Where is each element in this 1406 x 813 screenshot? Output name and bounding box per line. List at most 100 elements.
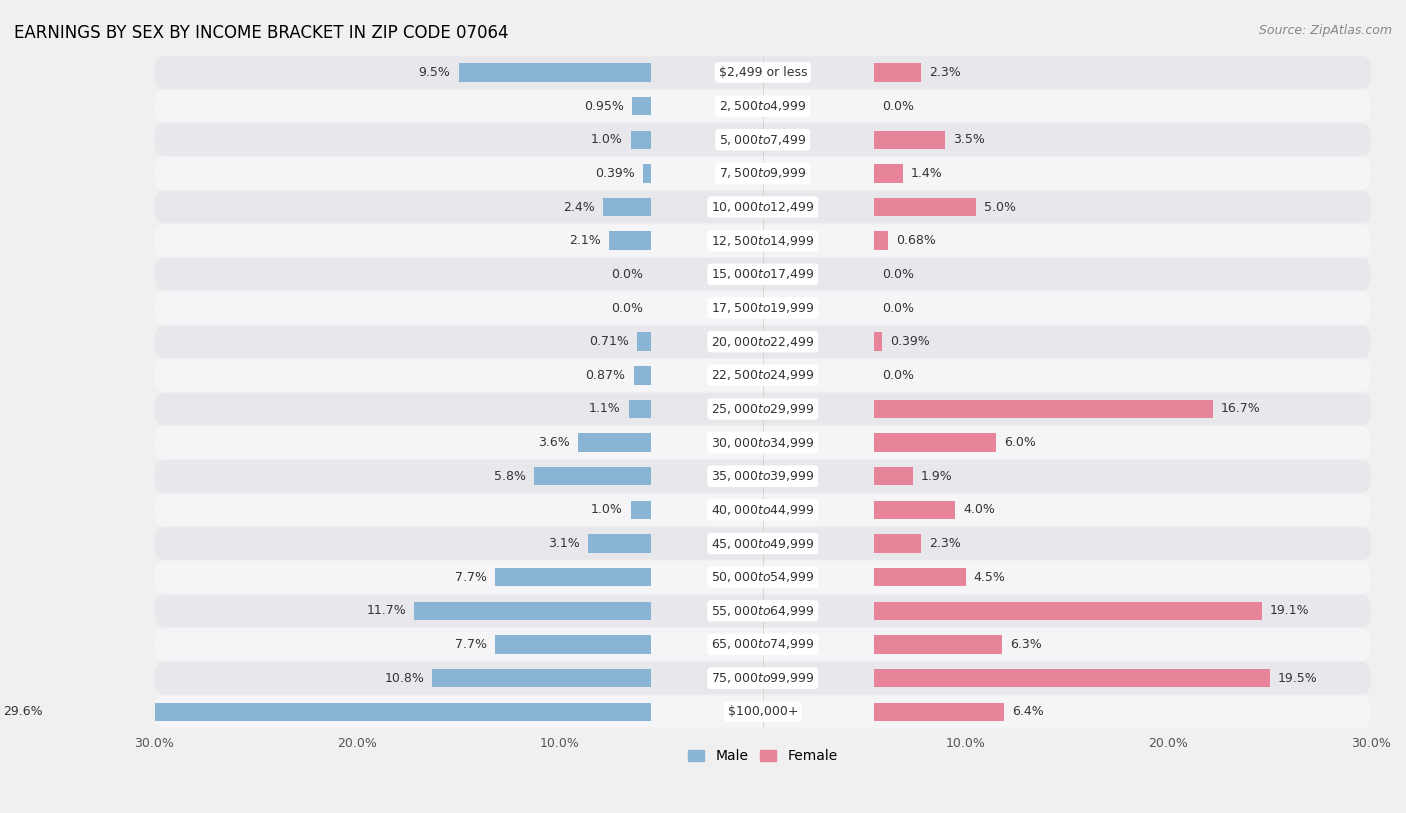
Text: 0.0%: 0.0% — [612, 267, 643, 280]
Text: 2.4%: 2.4% — [562, 201, 595, 214]
Bar — [875, 602, 1261, 620]
Bar — [603, 198, 651, 216]
Text: 4.0%: 4.0% — [963, 503, 995, 516]
Bar — [413, 602, 651, 620]
Text: $7,500 to $9,999: $7,500 to $9,999 — [718, 167, 807, 180]
Text: $35,000 to $39,999: $35,000 to $39,999 — [711, 469, 814, 483]
Bar — [875, 131, 945, 149]
FancyBboxPatch shape — [155, 124, 1371, 156]
FancyBboxPatch shape — [155, 292, 1371, 324]
Text: 0.0%: 0.0% — [883, 369, 914, 382]
FancyBboxPatch shape — [155, 696, 1371, 728]
Text: 0.39%: 0.39% — [596, 167, 636, 180]
Text: 0.0%: 0.0% — [883, 100, 914, 113]
Bar — [495, 635, 651, 654]
FancyBboxPatch shape — [155, 393, 1371, 425]
Text: 29.6%: 29.6% — [3, 706, 44, 718]
Text: 0.39%: 0.39% — [890, 335, 931, 348]
Text: 5.8%: 5.8% — [494, 470, 526, 483]
Bar — [609, 232, 651, 250]
Bar — [875, 232, 889, 250]
Text: $75,000 to $99,999: $75,000 to $99,999 — [711, 672, 814, 685]
Legend: Male, Female: Male, Female — [682, 744, 844, 769]
Bar — [637, 333, 651, 351]
FancyBboxPatch shape — [155, 259, 1371, 290]
Text: 0.87%: 0.87% — [585, 369, 626, 382]
Text: 1.9%: 1.9% — [921, 470, 953, 483]
Text: $17,500 to $19,999: $17,500 to $19,999 — [711, 301, 814, 315]
Bar — [875, 467, 912, 485]
FancyBboxPatch shape — [155, 224, 1371, 257]
Bar — [875, 433, 995, 452]
FancyBboxPatch shape — [155, 493, 1371, 526]
Text: 0.0%: 0.0% — [883, 267, 914, 280]
Text: 4.5%: 4.5% — [974, 571, 1005, 584]
Text: 2.3%: 2.3% — [929, 537, 960, 550]
Bar — [875, 164, 903, 183]
FancyBboxPatch shape — [155, 460, 1371, 493]
Text: 2.1%: 2.1% — [569, 234, 600, 247]
Bar — [633, 97, 651, 115]
Text: 5.0%: 5.0% — [984, 201, 1015, 214]
Text: 0.95%: 0.95% — [583, 100, 624, 113]
Text: 0.0%: 0.0% — [612, 302, 643, 315]
Text: $45,000 to $49,999: $45,000 to $49,999 — [711, 537, 814, 550]
Text: 1.4%: 1.4% — [911, 167, 942, 180]
FancyBboxPatch shape — [155, 662, 1371, 694]
Bar — [875, 534, 921, 553]
FancyBboxPatch shape — [155, 90, 1371, 122]
Bar — [644, 164, 651, 183]
Text: $55,000 to $64,999: $55,000 to $64,999 — [711, 604, 814, 618]
Bar — [628, 400, 651, 418]
Bar — [589, 534, 651, 553]
Text: $5,000 to $7,499: $5,000 to $7,499 — [718, 133, 807, 147]
Text: $65,000 to $74,999: $65,000 to $74,999 — [711, 637, 814, 651]
Bar — [875, 669, 1270, 687]
Text: 16.7%: 16.7% — [1220, 402, 1261, 415]
Text: 6.4%: 6.4% — [1012, 706, 1043, 718]
Bar — [875, 568, 966, 586]
FancyBboxPatch shape — [155, 157, 1371, 189]
Bar — [634, 366, 651, 385]
FancyBboxPatch shape — [155, 561, 1371, 593]
Text: $2,500 to $4,999: $2,500 to $4,999 — [718, 99, 807, 113]
Text: 3.1%: 3.1% — [548, 537, 581, 550]
FancyBboxPatch shape — [155, 528, 1371, 559]
Text: 19.1%: 19.1% — [1270, 604, 1309, 617]
Text: 3.6%: 3.6% — [538, 436, 571, 449]
Text: $22,500 to $24,999: $22,500 to $24,999 — [711, 368, 814, 382]
Bar — [631, 131, 651, 149]
Text: 7.7%: 7.7% — [456, 571, 486, 584]
Text: 2.3%: 2.3% — [929, 66, 960, 79]
Text: $100,000+: $100,000+ — [727, 706, 799, 718]
Text: $40,000 to $44,999: $40,000 to $44,999 — [711, 503, 814, 517]
Text: $20,000 to $22,499: $20,000 to $22,499 — [711, 335, 814, 349]
Bar — [875, 198, 976, 216]
Text: 0.68%: 0.68% — [896, 234, 936, 247]
Bar — [875, 63, 921, 82]
Text: 6.3%: 6.3% — [1010, 638, 1042, 651]
Text: 11.7%: 11.7% — [366, 604, 406, 617]
Bar — [875, 702, 1004, 721]
Bar — [578, 433, 651, 452]
Text: 10.8%: 10.8% — [384, 672, 425, 685]
Bar — [875, 501, 956, 520]
Text: 0.0%: 0.0% — [883, 302, 914, 315]
Text: Source: ZipAtlas.com: Source: ZipAtlas.com — [1258, 24, 1392, 37]
Text: $10,000 to $12,499: $10,000 to $12,499 — [711, 200, 814, 214]
Text: $12,500 to $14,999: $12,500 to $14,999 — [711, 233, 814, 248]
Text: $30,000 to $34,999: $30,000 to $34,999 — [711, 436, 814, 450]
Bar — [432, 669, 651, 687]
Text: 0.71%: 0.71% — [589, 335, 628, 348]
Bar — [534, 467, 651, 485]
Bar — [51, 702, 651, 721]
Bar — [875, 635, 1002, 654]
Text: 6.0%: 6.0% — [1004, 436, 1036, 449]
Text: $50,000 to $54,999: $50,000 to $54,999 — [711, 570, 814, 585]
FancyBboxPatch shape — [155, 359, 1371, 391]
Text: $15,000 to $17,499: $15,000 to $17,499 — [711, 267, 814, 281]
Text: 9.5%: 9.5% — [419, 66, 450, 79]
Text: EARNINGS BY SEX BY INCOME BRACKET IN ZIP CODE 07064: EARNINGS BY SEX BY INCOME BRACKET IN ZIP… — [14, 24, 509, 42]
FancyBboxPatch shape — [155, 56, 1371, 89]
Text: 3.5%: 3.5% — [953, 133, 986, 146]
